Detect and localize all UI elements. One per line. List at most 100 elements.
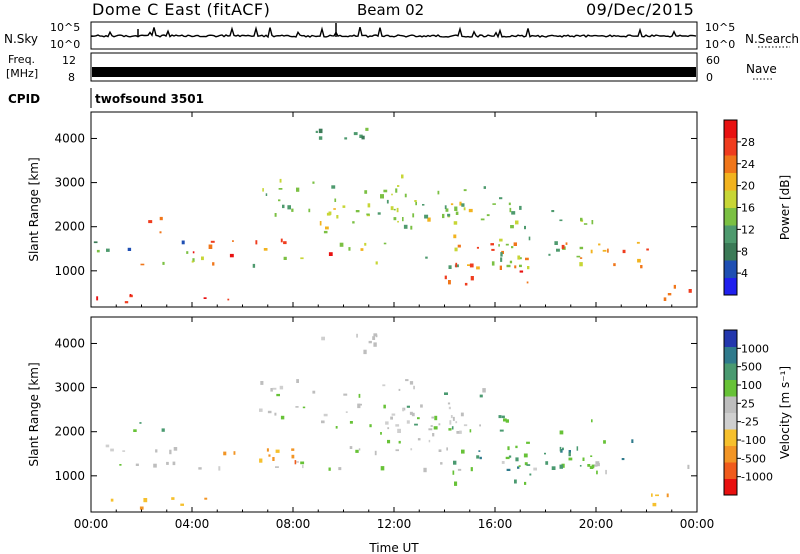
echo-cell: [325, 226, 329, 230]
echo-cell: [312, 390, 316, 394]
echo-cell: [323, 413, 328, 417]
echo-cell: [282, 204, 285, 209]
echo-cell: [380, 194, 384, 199]
echo-cell: [449, 420, 452, 425]
echo-cell: [518, 465, 521, 467]
echo-cell: [479, 424, 481, 427]
echo-cell: [339, 242, 344, 247]
echo-cell: [287, 205, 291, 210]
echo-cell: [398, 440, 401, 444]
y-tick-label: 4000: [54, 336, 85, 350]
echo-cell: [129, 294, 132, 296]
x-axis-title: Time UT: [368, 541, 419, 554]
colorbar-segment: [724, 242, 737, 261]
echo-cell: [666, 493, 669, 498]
freq-trace: [92, 67, 696, 77]
echo-cell: [505, 243, 509, 246]
echo-cell: [373, 333, 378, 337]
radar-title: Dome C East (fitACF): [92, 0, 271, 19]
echo-cell: [391, 413, 396, 416]
echo-cell: [583, 223, 588, 225]
echo-cell: [143, 498, 148, 503]
echo-cell: [548, 253, 551, 256]
echo-cell: [358, 403, 362, 406]
echo-cell: [688, 289, 692, 293]
echo-cell: [561, 463, 565, 468]
echo-cell: [576, 255, 581, 258]
echo-cell: [295, 406, 299, 408]
colorbar-title: Power [dB]: [778, 175, 792, 240]
echo-cell: [279, 385, 284, 390]
echo-cell: [369, 424, 372, 428]
echo-cell: [519, 257, 522, 260]
echo-cell: [428, 428, 433, 431]
echo-cell: [119, 464, 122, 466]
echo-cell: [673, 284, 676, 289]
echo-cell: [345, 411, 348, 413]
colorbar-tick-label: 1000: [741, 342, 769, 355]
echo-cell: [442, 213, 445, 219]
echo-cell: [159, 216, 163, 221]
echo-cell: [517, 466, 520, 469]
echo-cell: [328, 252, 333, 256]
echo-cell: [463, 207, 466, 211]
x-tick-label: 12:00: [377, 517, 412, 531]
echo-cell: [589, 466, 594, 469]
echo-cell: [528, 236, 531, 241]
echo-cell: [204, 497, 208, 500]
echo-cell: [500, 257, 503, 262]
y-tick-label: 2000: [54, 425, 85, 439]
echo-cell: [515, 445, 518, 449]
colorbar-segment: [724, 155, 737, 173]
echo-cell: [451, 426, 454, 430]
echo-cell: [591, 220, 594, 225]
x-tick-label: 08:00: [276, 517, 311, 531]
echo-cell: [353, 132, 358, 136]
echo-cell: [294, 460, 297, 465]
echo-cell: [420, 404, 423, 408]
echo-cell: [427, 217, 431, 222]
echo-cell: [395, 449, 399, 452]
echo-cell: [291, 454, 295, 459]
echo-cell: [637, 258, 641, 263]
echo-cell: [355, 449, 359, 453]
echo-cell: [508, 455, 512, 458]
echo-cell: [526, 281, 529, 284]
echo-cell: [406, 405, 410, 408]
x-tick-label: 04:00: [175, 517, 210, 531]
echo-cell: [169, 449, 172, 455]
echo-cell: [278, 188, 283, 190]
echo-cell: [335, 426, 338, 429]
beam-title: Beam 02: [357, 1, 425, 19]
echo-cell: [559, 464, 563, 469]
echo-cell: [448, 265, 452, 269]
echo-cell: [201, 256, 204, 261]
echo-cell: [208, 244, 213, 249]
echo-cell: [515, 220, 519, 225]
echo-cell: [417, 438, 421, 441]
echo-cell: [559, 219, 563, 222]
echo-cell: [448, 428, 452, 431]
nsky-tick-top: 10^5: [50, 21, 81, 34]
echo-cell: [565, 242, 568, 245]
echo-cell: [159, 231, 162, 234]
echo-cell: [455, 421, 458, 424]
echo-cell: [274, 213, 277, 217]
echo-cell: [459, 430, 462, 434]
echo-cell: [463, 424, 468, 427]
echo-cell: [457, 468, 462, 471]
nave-tick-top: 60: [706, 54, 720, 67]
colorbar-segment: [724, 462, 737, 479]
echo-cell: [483, 186, 486, 189]
echo-cell: [461, 449, 465, 454]
echo-cell: [559, 446, 562, 452]
echo-cell: [511, 211, 516, 215]
echo-cell: [510, 225, 514, 229]
colorbar-segment: [724, 445, 737, 463]
echo-cell: [263, 248, 268, 251]
colorbar-segment: [724, 225, 737, 243]
echo-cell: [499, 197, 503, 200]
echo-cell: [460, 412, 464, 417]
echo-cell: [364, 190, 368, 194]
echo-cell: [280, 238, 283, 243]
